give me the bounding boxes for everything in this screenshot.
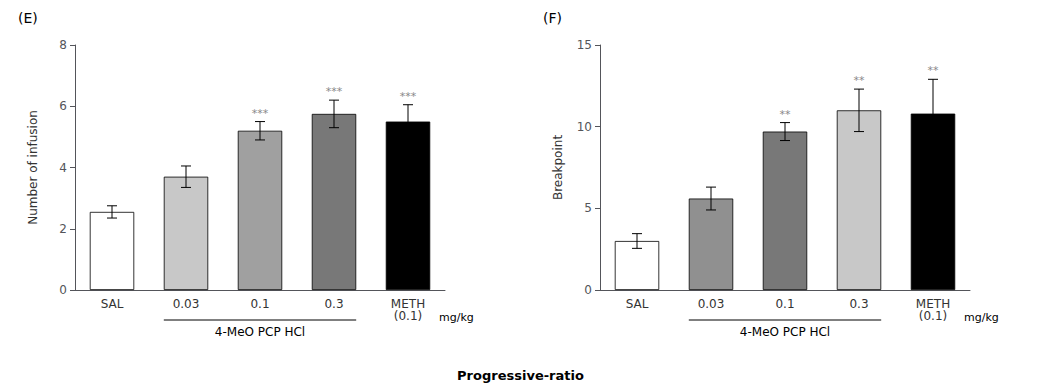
svg-text:0.1: 0.1 — [775, 297, 794, 311]
svg-text:***: *** — [326, 85, 343, 98]
svg-text:(E): (E) — [18, 10, 38, 26]
svg-text:0.03: 0.03 — [173, 297, 200, 311]
svg-text:6: 6 — [59, 99, 67, 113]
svg-text:(F): (F) — [543, 10, 562, 26]
svg-text:***: *** — [400, 90, 417, 103]
svg-text:0.3: 0.3 — [324, 297, 343, 311]
svg-text:5: 5 — [584, 201, 592, 215]
svg-text:Breakpoint: Breakpoint — [551, 135, 565, 200]
svg-text:**: ** — [780, 108, 792, 121]
svg-text:0: 0 — [59, 283, 67, 297]
svg-text:0.3: 0.3 — [849, 297, 868, 311]
svg-text:METH: METH — [915, 297, 951, 311]
svg-text:mg/kg: mg/kg — [439, 311, 474, 324]
svg-text:2: 2 — [59, 222, 67, 236]
svg-text:mg/kg: mg/kg — [964, 311, 999, 324]
svg-text:4: 4 — [59, 161, 67, 175]
svg-text:METH: METH — [390, 297, 426, 311]
svg-text:(0.1): (0.1) — [394, 309, 422, 323]
svg-text:Progressive-ratio: Progressive-ratio — [457, 368, 584, 383]
svg-text:**: ** — [854, 74, 866, 87]
svg-text:4-MeO PCP HCl: 4-MeO PCP HCl — [740, 325, 830, 339]
svg-text:0: 0 — [584, 283, 592, 297]
svg-text:0.1: 0.1 — [250, 297, 269, 311]
svg-text:10: 10 — [577, 120, 592, 134]
svg-text:4-MeO PCP HCl: 4-MeO PCP HCl — [215, 325, 305, 339]
svg-text:(0.1): (0.1) — [919, 309, 947, 323]
svg-text:***: *** — [252, 107, 269, 120]
svg-text:0.03: 0.03 — [698, 297, 725, 311]
svg-text:Number of infusion: Number of infusion — [26, 110, 40, 225]
svg-text:15: 15 — [577, 38, 592, 52]
svg-text:**: ** — [928, 64, 940, 77]
svg-text:SAL: SAL — [101, 297, 124, 311]
svg-text:SAL: SAL — [626, 297, 649, 311]
svg-text:8: 8 — [59, 38, 67, 52]
